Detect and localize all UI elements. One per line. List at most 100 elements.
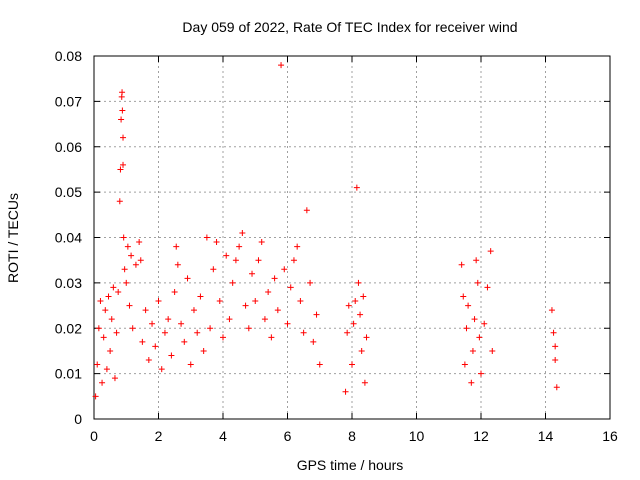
data-point xyxy=(360,293,367,300)
data-point xyxy=(113,329,120,336)
data-point xyxy=(552,343,559,350)
y-tick-label: 0.06 xyxy=(55,139,82,155)
data-point xyxy=(552,357,559,364)
data-point xyxy=(94,361,101,368)
data-point xyxy=(99,379,106,386)
y-tick-label: 0.01 xyxy=(55,366,82,382)
data-point xyxy=(203,234,210,241)
data-point xyxy=(155,298,162,305)
data-point xyxy=(132,261,139,268)
data-point xyxy=(97,298,104,305)
data-point xyxy=(120,234,127,241)
data-point xyxy=(461,361,468,368)
y-tick-label: 0.02 xyxy=(55,320,82,336)
x-tick-label: 0 xyxy=(90,428,98,444)
data-point xyxy=(271,275,278,282)
data-point xyxy=(281,266,288,273)
data-point xyxy=(168,352,175,359)
data-point xyxy=(128,252,135,259)
data-point xyxy=(129,325,136,332)
data-point xyxy=(255,257,262,264)
data-point xyxy=(213,239,220,246)
data-point xyxy=(123,279,130,286)
data-point xyxy=(171,288,178,295)
data-point xyxy=(197,293,204,300)
y-axis-label: ROTI / TECUs xyxy=(5,193,21,283)
data-point xyxy=(145,357,152,364)
data-point xyxy=(124,243,131,250)
data-point xyxy=(478,370,484,377)
y-tick-label: 0.08 xyxy=(55,48,82,64)
data-point xyxy=(353,184,360,191)
data-point xyxy=(102,307,109,314)
data-point xyxy=(105,293,112,300)
data-point xyxy=(210,266,217,273)
data-point xyxy=(165,316,172,323)
data-point xyxy=(463,325,470,332)
data-point xyxy=(468,379,475,386)
data-point xyxy=(287,284,294,291)
data-point xyxy=(471,316,478,323)
data-point xyxy=(344,329,351,336)
y-tick-label: 0 xyxy=(74,411,82,427)
data-point xyxy=(173,243,180,250)
data-point xyxy=(216,298,223,305)
data-point xyxy=(489,347,496,354)
data-point xyxy=(481,320,488,327)
y-tick-label: 0.05 xyxy=(55,184,82,200)
x-tick-label: 6 xyxy=(284,428,292,444)
y-tick-labels: 0 0.01 0.02 0.03 0.04 0.05 0.06 0.07 0.08 xyxy=(55,48,82,427)
data-point xyxy=(350,320,357,327)
data-point xyxy=(357,311,364,318)
x-tick-labels: 0 2 4 6 8 10 12 14 16 xyxy=(90,428,618,444)
data-point xyxy=(116,198,123,205)
data-point xyxy=(190,307,197,314)
data-point xyxy=(245,325,252,332)
data-point xyxy=(474,279,481,286)
data-point xyxy=(152,343,159,350)
data-points xyxy=(92,62,560,400)
data-point xyxy=(236,243,243,250)
data-point xyxy=(120,161,127,168)
data-point xyxy=(184,275,191,282)
data-point xyxy=(274,307,281,314)
data-point xyxy=(107,347,114,354)
data-point xyxy=(242,302,249,309)
data-point xyxy=(95,325,102,332)
data-point xyxy=(119,89,126,96)
data-point xyxy=(239,229,246,236)
y-tick-label: 0.07 xyxy=(55,93,82,109)
data-point xyxy=(126,302,133,309)
data-point xyxy=(300,329,307,336)
x-tick-label: 12 xyxy=(473,428,489,444)
y-tick-label: 0.04 xyxy=(55,230,82,246)
data-point xyxy=(476,334,483,341)
data-point xyxy=(284,320,291,327)
data-point xyxy=(355,279,362,286)
data-point xyxy=(465,302,472,309)
data-point xyxy=(226,316,233,323)
data-point xyxy=(178,320,185,327)
data-point xyxy=(139,338,146,345)
data-point xyxy=(349,361,355,368)
data-point xyxy=(363,334,370,341)
data-point xyxy=(200,347,207,354)
data-point xyxy=(220,334,226,341)
data-point xyxy=(103,366,110,373)
x-tick-label: 14 xyxy=(538,428,554,444)
data-point xyxy=(469,347,476,354)
data-point xyxy=(303,207,310,214)
data-point xyxy=(187,361,194,368)
data-point xyxy=(460,293,467,300)
data-point xyxy=(352,298,359,305)
data-point xyxy=(294,243,301,250)
x-tick-label: 10 xyxy=(409,428,425,444)
x-tick-label: 4 xyxy=(219,428,227,444)
data-point xyxy=(118,116,125,123)
data-point xyxy=(120,134,127,141)
data-point xyxy=(316,361,323,368)
data-point xyxy=(261,316,268,323)
data-point xyxy=(484,284,491,291)
data-point xyxy=(149,320,156,327)
data-point xyxy=(358,347,365,354)
